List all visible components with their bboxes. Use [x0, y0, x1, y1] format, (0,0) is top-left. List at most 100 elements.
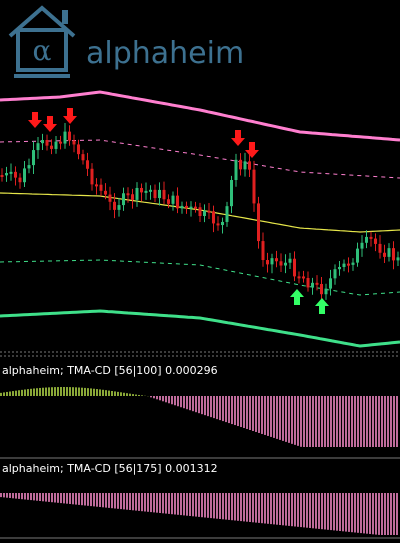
candle-body [14, 171, 17, 178]
candle-body [32, 150, 35, 166]
candle-body [378, 243, 382, 253]
candle-body [221, 221, 224, 226]
candle-body [36, 143, 40, 151]
candle-body [275, 258, 278, 262]
candle-body [329, 278, 332, 289]
upper-inner-band [0, 139, 400, 179]
candle-body [284, 262, 287, 266]
candle-body [86, 160, 89, 169]
candle-body [140, 187, 143, 193]
candle-body [279, 261, 283, 266]
candle-body [117, 205, 121, 210]
svg-text:α: α [33, 34, 52, 67]
candle-body [324, 288, 328, 295]
candle-body [72, 140, 76, 145]
candle-body [131, 194, 134, 200]
candle-body [194, 206, 197, 209]
candle-body [158, 189, 161, 199]
candle-body [153, 189, 157, 199]
candle-body [203, 210, 206, 217]
candle-body [0, 175, 4, 177]
candle-body [297, 276, 301, 279]
sell-arrow [28, 112, 42, 128]
lower-inner-band [0, 259, 400, 296]
candle-body [144, 190, 148, 193]
candle-body [198, 207, 202, 217]
candle-body [360, 242, 364, 249]
sell-arrow [43, 116, 57, 132]
candle-body [162, 189, 166, 200]
candle-body [68, 131, 71, 141]
candle-body [90, 168, 94, 185]
candle-body [185, 205, 188, 209]
candle-body [396, 257, 400, 261]
buy-arrow [315, 298, 329, 314]
candle-body [189, 206, 193, 209]
candle-body [59, 141, 62, 144]
candle-body [333, 269, 337, 279]
candle-body [351, 262, 355, 265]
candle-body [212, 211, 215, 224]
upper-band [0, 90, 400, 142]
candle-body [108, 194, 112, 202]
buy-arrow [290, 289, 304, 305]
candle-body [180, 205, 184, 209]
candle-body [243, 161, 247, 170]
candle-body [176, 195, 179, 209]
candle-body [18, 177, 22, 183]
candle-body [387, 248, 391, 257]
candle-body [5, 173, 8, 176]
candle-body [320, 284, 323, 295]
candle-body [45, 140, 49, 146]
candle-body [347, 263, 350, 266]
candle-body [23, 168, 26, 183]
candle-body [338, 267, 341, 270]
candle-body [104, 190, 107, 195]
candle-body [9, 171, 13, 174]
candle-body [252, 169, 256, 204]
candle-body [383, 252, 386, 257]
candle-body [266, 260, 269, 265]
candle-body [342, 263, 346, 268]
candle-body [27, 165, 31, 169]
candle-body [306, 278, 310, 288]
candle-body [392, 248, 395, 261]
candle-body [122, 193, 125, 206]
candle-body [50, 145, 53, 149]
candle-body [77, 144, 80, 155]
candle-body [81, 154, 85, 161]
logo-text: alphaheim [86, 36, 244, 71]
candle-body [54, 141, 58, 149]
candle-body [288, 258, 292, 263]
candle-body [113, 201, 116, 210]
candle-body [234, 159, 238, 181]
candle-body [99, 184, 103, 191]
candle-body [207, 210, 211, 213]
candle-body [374, 238, 377, 244]
candle-body [261, 241, 265, 261]
candle-body [225, 206, 229, 222]
candle-body [171, 195, 175, 204]
price-panel [0, 90, 400, 348]
candle-body [365, 236, 368, 243]
candle-body [369, 236, 373, 239]
panel-label: alphaheim; TMA-CD [56|100] 0.000296 [2, 364, 218, 377]
candle-body [311, 282, 314, 288]
candle-body [216, 223, 220, 226]
candle-body [248, 161, 251, 170]
panel-label: alphaheim; TMA-CD [56|175] 0.001312 [2, 462, 218, 475]
lower-band [0, 309, 400, 348]
sell-arrow [63, 108, 77, 124]
candle-body [270, 258, 274, 265]
candle-body [95, 184, 98, 187]
candle-body [230, 180, 233, 207]
histogram-panels [0, 387, 398, 535]
candle-body [149, 189, 152, 192]
candle-body [257, 203, 260, 242]
candle-body [41, 140, 44, 144]
candle-body [293, 258, 296, 277]
candle-body [167, 199, 170, 204]
candle-body [135, 187, 139, 200]
